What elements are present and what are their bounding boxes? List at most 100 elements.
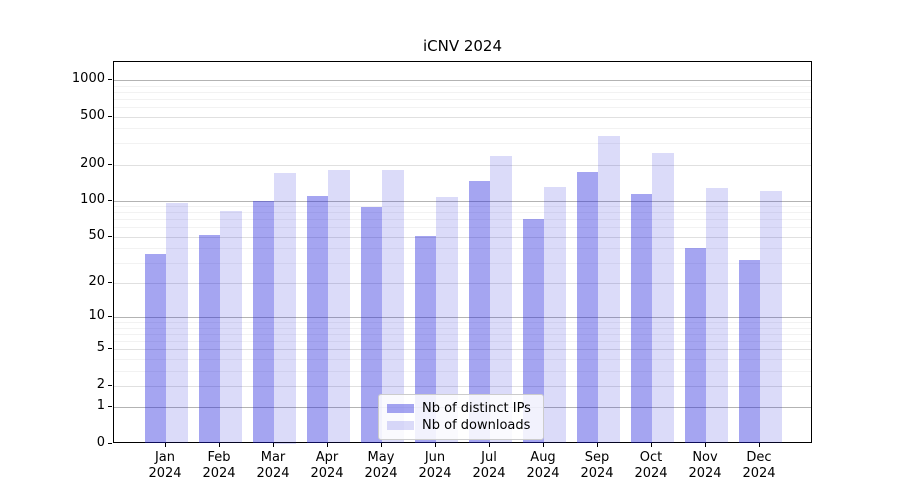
gridline-700 xyxy=(114,98,811,100)
y-tick-label-20: 20 xyxy=(88,274,105,290)
x-tick-label-sep: Sep 2024 xyxy=(580,450,614,481)
legend: Nb of distinct IPs Nb of downloads xyxy=(378,394,544,440)
x-tick-label-dec: Dec 2024 xyxy=(742,450,776,481)
gridline-80 xyxy=(114,212,811,214)
y-tick-label-5: 5 xyxy=(96,340,105,356)
y-tick-label-10: 10 xyxy=(88,308,105,324)
bar-ips-oct xyxy=(630,193,652,444)
bar-downloads-apr xyxy=(328,170,350,444)
legend-label-distinct-ips: Nb of distinct IPs xyxy=(422,401,531,416)
y-tick-mark-1000 xyxy=(108,79,112,81)
x-tick-label-aug: Aug 2024 xyxy=(526,450,560,481)
x-tick-label-oct: Oct 2024 xyxy=(634,450,668,481)
y-tick-label-100: 100 xyxy=(80,191,105,207)
bar-downloads-may xyxy=(382,169,404,444)
x-tick-mark-dec xyxy=(759,443,760,447)
bar-downloads-aug xyxy=(544,187,566,444)
y-tick-mark-20 xyxy=(108,282,112,284)
gridline-100 xyxy=(114,200,811,202)
y-tick-mark-100 xyxy=(108,199,112,201)
bar-downloads-nov xyxy=(706,188,728,444)
gridline-9 xyxy=(114,322,811,324)
y-tick-mark-10 xyxy=(108,316,112,318)
legend-label-downloads: Nb of downloads xyxy=(422,418,531,433)
x-tick-label-mar: Mar 2024 xyxy=(256,450,290,481)
x-tick-label-jan: Jan 2024 xyxy=(148,450,182,481)
x-tick-mark-jul xyxy=(489,443,490,447)
bar-downloads-jul xyxy=(490,156,512,444)
chart-title: iCNV 2024 xyxy=(422,37,503,55)
bar-downloads-dec xyxy=(760,190,782,444)
y-tick-mark-2 xyxy=(108,384,112,386)
y-tick-mark-1 xyxy=(108,406,112,407)
x-tick-mark-aug xyxy=(543,443,544,447)
x-tick-label-feb: Feb 2024 xyxy=(202,450,236,481)
legend-item-downloads: Nb of downloads xyxy=(387,417,535,434)
y-tick-mark-200 xyxy=(108,163,112,165)
x-tick-label-apr: Apr 2024 xyxy=(310,450,344,481)
y-tick-label-50: 50 xyxy=(88,227,105,243)
gridline-500 xyxy=(114,116,811,118)
gridline-5 xyxy=(114,349,811,351)
x-tick-mark-sep xyxy=(597,443,598,447)
bar-ips-jul xyxy=(468,181,490,444)
x-tick-mark-apr xyxy=(327,443,328,447)
y-tick-mark-500 xyxy=(108,115,112,117)
gridline-1000 xyxy=(114,80,811,82)
gridline-400 xyxy=(114,128,811,130)
gridline-8 xyxy=(114,327,811,329)
gridline-40 xyxy=(114,248,811,250)
y-tick-label-2: 2 xyxy=(96,376,105,392)
bar-ips-aug xyxy=(522,219,544,444)
gridline-30 xyxy=(114,262,811,264)
gridline-800 xyxy=(114,91,811,93)
bar-ips-mar xyxy=(252,200,274,444)
y-tick-label-500: 500 xyxy=(80,107,105,123)
bar-downloads-jan xyxy=(166,203,188,444)
bar-downloads-jun xyxy=(436,197,458,444)
x-tick-label-jun: Jun 2024 xyxy=(418,450,452,481)
gridline-6 xyxy=(114,341,811,343)
bar-downloads-feb xyxy=(220,211,242,444)
gridline-10 xyxy=(114,317,811,319)
x-tick-mark-oct xyxy=(651,443,652,447)
x-tick-mark-feb xyxy=(219,443,220,447)
bar-ips-feb xyxy=(198,234,220,444)
y-tick-label-0: 0 xyxy=(96,434,105,450)
bar-downloads-sep xyxy=(598,135,620,444)
gridline-900 xyxy=(114,85,811,87)
bar-ips-apr xyxy=(306,195,328,444)
gridline-50 xyxy=(114,236,811,238)
y-tick-mark-0 xyxy=(108,442,112,444)
gridline-90 xyxy=(114,206,811,208)
plot-area xyxy=(113,61,812,444)
y-tick-label-200: 200 xyxy=(80,155,105,171)
gridline-3 xyxy=(114,370,811,372)
bar-ips-jan xyxy=(144,253,166,444)
x-tick-label-jul: Jul 2024 xyxy=(472,450,506,481)
gridline-200 xyxy=(114,164,811,166)
bar-ips-may xyxy=(360,206,382,444)
x-tick-mark-jan xyxy=(165,443,166,447)
bar-ips-nov xyxy=(684,248,706,444)
y-tick-mark-5 xyxy=(108,348,112,350)
gridline-70 xyxy=(114,219,811,221)
y-tick-mark-50 xyxy=(108,235,112,237)
x-tick-label-nov: Nov 2024 xyxy=(688,450,722,481)
legend-item-distinct-ips: Nb of distinct IPs xyxy=(387,400,535,417)
legend-swatch-distinct-ips xyxy=(387,404,414,413)
gridline-7 xyxy=(114,334,811,336)
y-tick-label-1000: 1000 xyxy=(71,71,105,87)
y-tick-label-1: 1 xyxy=(96,398,105,413)
gridline-600 xyxy=(114,106,811,108)
x-tick-mark-nov xyxy=(705,443,706,447)
x-tick-mark-jun xyxy=(435,443,436,447)
legend-swatch-downloads xyxy=(387,421,414,430)
gridline-20 xyxy=(114,283,811,285)
gridline-4 xyxy=(114,358,811,360)
bar-ips-sep xyxy=(576,172,598,444)
gridline-300 xyxy=(114,143,811,145)
x-tick-label-may: May 2024 xyxy=(364,450,398,481)
x-tick-mark-mar xyxy=(273,443,274,447)
